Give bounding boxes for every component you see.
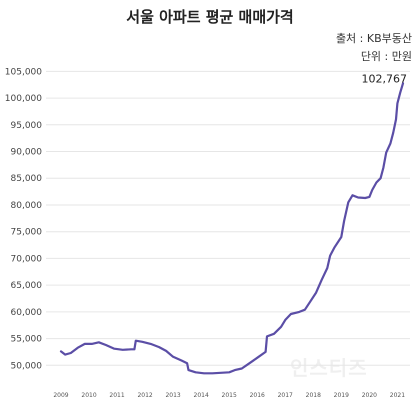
unit-label: 단위 : 만원	[360, 50, 412, 63]
y-tick-label: 50,000	[11, 361, 43, 371]
y-tick-label: 95,000	[11, 121, 43, 131]
x-tick-label: 2012	[137, 392, 152, 399]
y-tick-label: 55,000	[11, 335, 43, 345]
x-tick-label: 2010	[81, 392, 96, 399]
chart-title: 서울 아파트 평균 매매가격	[126, 8, 294, 26]
y-tick-label: 80,000	[11, 201, 43, 211]
y-tick-label: 90,000	[11, 148, 43, 158]
x-tick-label: 2021	[390, 392, 405, 399]
series-layer	[59, 82, 405, 375]
x-tick-label: 2009	[53, 392, 68, 399]
y-tick-label: 100,000	[5, 94, 42, 104]
x-tick-label: 2020	[362, 392, 377, 399]
x-tick-label: 2013	[165, 392, 180, 399]
y-tick-label: 75,000	[11, 228, 43, 238]
y-tick-label: 65,000	[11, 281, 43, 291]
series-line	[59, 82, 405, 375]
x-tick-label: 2014	[194, 392, 209, 399]
x-tick-label: 2011	[109, 392, 124, 399]
source-label: 출처 : KB부동산	[335, 32, 412, 45]
y-tick-label: 85,000	[11, 174, 43, 184]
x-tick-label: 2017	[278, 392, 293, 399]
x-tick-label: 2018	[306, 392, 321, 399]
x-tick-label: 2019	[334, 392, 349, 399]
y-axis-ticks: 50,000 55,000 60,000 65,000 70,000 75,000 80,0…	[5, 67, 42, 371]
x-axis-ticks: 2009 2010 2011 2012 2013 2014 2015 2016 2017 2018…	[53, 392, 405, 399]
last-value-label: 102,767	[362, 72, 408, 85]
gridlines	[46, 70, 410, 366]
y-tick-label: 105,000	[5, 67, 42, 77]
watermark: 인스티즈	[290, 356, 368, 380]
x-tick-label: 2015	[222, 392, 237, 399]
value-labels: 102,767	[362, 72, 408, 85]
y-tick-label: 70,000	[11, 254, 43, 264]
x-tick-label: 2016	[250, 392, 265, 399]
y-tick-label: 60,000	[11, 308, 43, 318]
